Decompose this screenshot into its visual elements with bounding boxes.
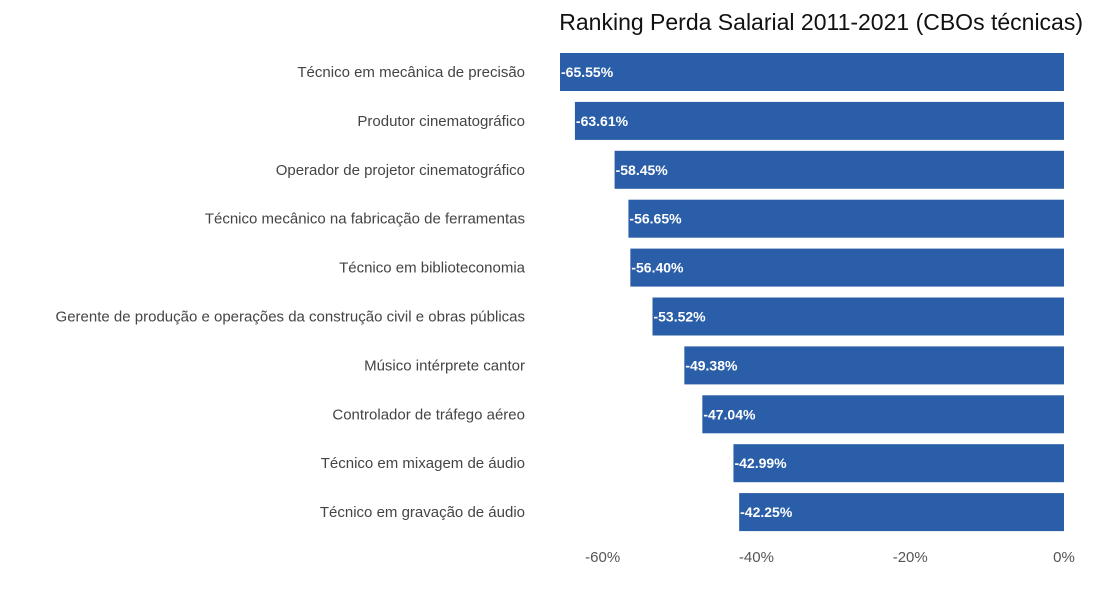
category-label: Gerente de produção e operações da const… — [56, 309, 525, 326]
value-label: -42.25% — [740, 504, 793, 520]
bar — [702, 395, 1064, 434]
category-labels: Técnico em mecânica de precisão Produtor … — [56, 64, 526, 521]
value-label: -63.61% — [576, 113, 629, 129]
bar — [560, 53, 1064, 91]
category-label: Técnico em biblioteconomia — [339, 260, 526, 277]
category-label: Técnico em mecânica de precisão — [297, 64, 525, 81]
x-tick-label: 0% — [1053, 549, 1075, 566]
category-label: Produtor cinematográfico — [357, 113, 525, 130]
bar — [652, 297, 1064, 336]
x-tick-label: -40% — [739, 549, 774, 566]
category-label: Técnico em mixagem de áudio — [321, 455, 525, 472]
value-label: -47.04% — [703, 406, 756, 422]
value-label: -65.55% — [561, 64, 614, 80]
category-label: Controlador de tráfego aéreo — [332, 406, 525, 423]
category-label: Técnico mecânico na fabricação de ferram… — [205, 211, 525, 228]
value-label: -53.52% — [653, 309, 706, 325]
category-label: Operador de projetor cinematográfico — [276, 162, 525, 179]
value-label: -58.45% — [616, 162, 669, 178]
value-labels: -65.55% -63.61% -58.45% -56.65% -56.40% -53.5… — [561, 64, 793, 520]
bar — [733, 444, 1064, 483]
value-label: -49.38% — [685, 357, 738, 373]
bar — [628, 199, 1064, 238]
category-label: Técnico em gravação de áudio — [320, 504, 525, 521]
bar — [614, 150, 1064, 189]
x-tick-label: -20% — [893, 549, 928, 566]
chart-title: Ranking Perda Salarial 2011-2021 (CBOs t… — [559, 9, 1083, 35]
bar — [630, 248, 1064, 287]
x-tick-label: -60% — [585, 549, 620, 566]
category-label: Músico intérprete cantor — [364, 357, 525, 374]
value-label: -56.65% — [629, 211, 682, 227]
value-label: -56.40% — [631, 260, 684, 276]
bar — [574, 101, 1064, 140]
bar — [739, 493, 1064, 532]
bar — [684, 346, 1064, 385]
value-label: -42.99% — [734, 455, 787, 471]
x-axis: -60% -40% -20% 0% — [585, 549, 1075, 566]
bars-group — [560, 53, 1064, 532]
